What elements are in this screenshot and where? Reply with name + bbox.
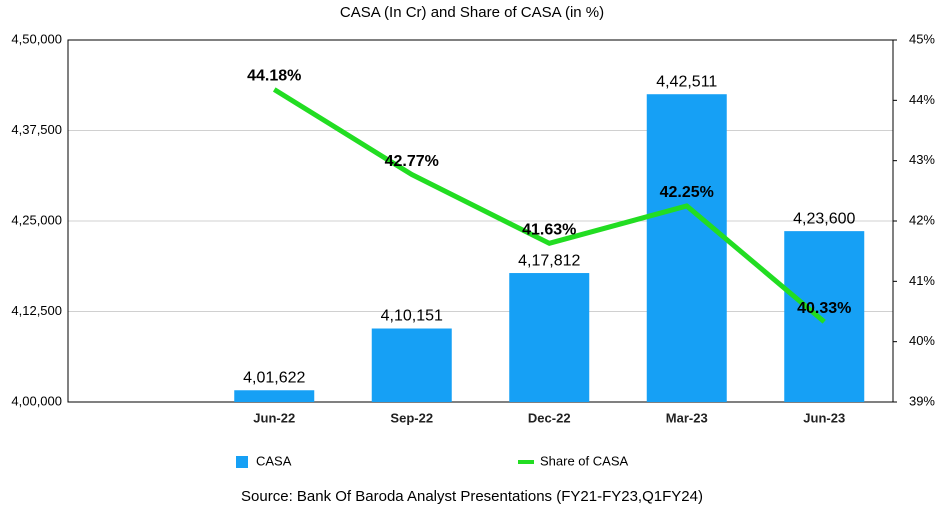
legend-label: CASA <box>256 453 292 468</box>
x-tick-label: Mar-23 <box>666 410 708 425</box>
bar <box>371 328 452 402</box>
y-tick-label: 4,50,000 <box>11 31 62 46</box>
line-value-label: 42.25% <box>660 184 714 201</box>
x-tick-label: Jun-23 <box>803 410 845 425</box>
bar-value-label: 4,42,511 <box>656 73 717 90</box>
x-tick-label: Dec-22 <box>528 410 571 425</box>
y-tick-label: 4,12,500 <box>11 303 62 318</box>
bar <box>509 273 590 402</box>
bar <box>784 231 865 402</box>
bar <box>234 390 315 402</box>
y2-tick-label: 43% <box>909 152 935 167</box>
line <box>272 87 826 324</box>
y-tick-label: 4,25,000 <box>11 212 62 227</box>
x-tick-label: Sep-22 <box>390 410 433 425</box>
bar-value-label: 4,10,151 <box>381 308 443 325</box>
y2-tick-label: 39% <box>909 393 935 408</box>
legend-label: Share of CASA <box>540 453 628 468</box>
y2-tick-label: 41% <box>909 273 935 288</box>
bar-value-label: 4,17,812 <box>518 252 580 269</box>
plot-frame <box>67 39 894 403</box>
y2-tick-label: 44% <box>909 92 935 107</box>
y-tick-label: 4,37,500 <box>11 122 62 137</box>
line-value-label: 41.63% <box>522 222 576 239</box>
y-tick-label: 4,00,000 <box>11 393 62 408</box>
y2-tick-label: 45% <box>909 31 935 46</box>
bar <box>646 94 727 402</box>
line-value-label: 40.33% <box>797 300 851 317</box>
y2-tick-label: 40% <box>909 333 935 348</box>
chart-title: CASA (In Cr) and Share of CASA (in %) <box>340 4 604 21</box>
y2-tick-label: 42% <box>909 212 935 227</box>
bar-value-label: 4,23,600 <box>793 210 855 227</box>
line-value-label: 44.18% <box>247 68 301 85</box>
legend-swatch <box>236 456 248 468</box>
x-tick-label: Jun-22 <box>253 410 295 425</box>
bar-value-label: 4,01,622 <box>243 369 305 386</box>
line-value-label: 42.77% <box>385 153 439 170</box>
source: Source: Bank Of Baroda Analyst Presentat… <box>241 488 703 505</box>
